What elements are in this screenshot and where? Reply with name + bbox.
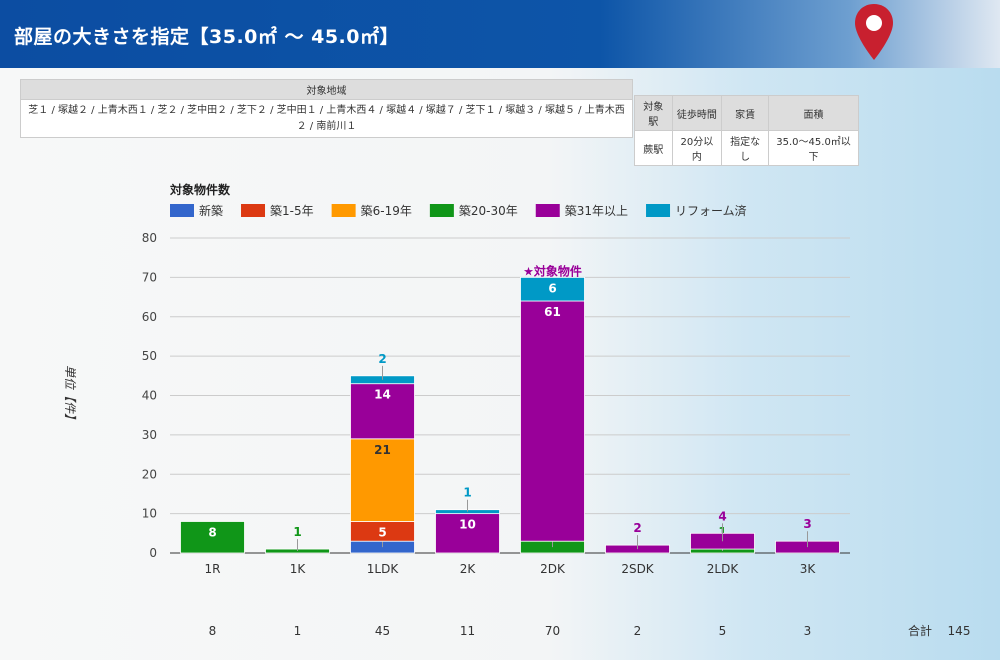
header: 部屋の大きさを指定【35.0㎡ 〜 45.0㎡】: [0, 0, 1000, 68]
data-label: 2: [378, 352, 386, 366]
bar-segment: [350, 383, 415, 440]
map-pin-icon: [855, 4, 893, 60]
x-tick-label: 1LDK: [367, 562, 400, 576]
area-value: 芝１ / 塚越２ / 上青木西１ / 芝２ / 芝中田２ / 芝下２ / 芝中田…: [20, 99, 633, 138]
legend-swatch: [646, 204, 671, 217]
data-label: 6: [548, 281, 556, 295]
bar-segment: [180, 521, 245, 554]
y-tick-label: 40: [142, 389, 157, 403]
total-label: 合計: [908, 623, 932, 638]
legend-label: リフォーム済: [675, 203, 747, 218]
area-header: 対象地域: [20, 79, 633, 100]
legend-swatch: [170, 204, 194, 217]
target-annotation: ★対象物件: [523, 263, 582, 278]
legend-label: 新築: [199, 203, 223, 218]
y-tick-label: 60: [142, 310, 157, 324]
data-label: 10: [459, 518, 476, 532]
station-value: 蕨駅: [634, 130, 673, 166]
rent-value: 指定なし: [721, 130, 770, 166]
x-tick-label: 2SDK: [621, 562, 654, 576]
chart-title: 対象物件数: [169, 182, 231, 197]
category-total: 45: [375, 624, 390, 638]
data-label: 14: [374, 388, 391, 402]
data-label: 4: [718, 509, 726, 523]
legend-label: 築1-5年: [270, 203, 314, 218]
rent-header: 家賃: [721, 95, 770, 131]
page-title: 部屋の大きさを指定【35.0㎡ 〜 45.0㎡】: [14, 26, 399, 48]
category-total: 2: [634, 624, 642, 638]
area-size-header: 面積: [768, 95, 859, 131]
data-label: 1: [463, 486, 471, 500]
legend-label: 築20-30年: [459, 203, 518, 218]
x-tick-label: 1K: [290, 562, 307, 576]
y-tick-label: 80: [142, 231, 157, 245]
data-label: 8: [208, 526, 216, 540]
legend-swatch: [535, 204, 560, 217]
area-table: 対象地域 芝１ / 塚越２ / 上青木西１ / 芝２ / 芝中田２ / 芝下２ …: [20, 79, 633, 138]
condition-table: 対象駅 徒歩時間 家賃 面積 蕨駅 20分以内 指定なし 35.0〜45.0㎡以…: [634, 95, 859, 166]
legend-swatch: [429, 204, 454, 217]
y-axis-label: 単位【件】: [63, 365, 77, 425]
y-tick-label: 50: [142, 349, 157, 363]
data-label: 5: [378, 526, 386, 540]
legend-label: 築6-19年: [361, 203, 412, 218]
category-total: 3: [804, 624, 812, 638]
x-tick-label: 2K: [460, 562, 477, 576]
grand-total: 145: [948, 624, 971, 638]
y-tick-label: 30: [142, 428, 157, 442]
category-total: 11: [460, 624, 475, 638]
bar-segment: [520, 300, 585, 542]
legend-label: 築31年以上: [565, 203, 628, 218]
data-label: 21: [374, 443, 391, 457]
walk-header: 徒歩時間: [671, 95, 723, 131]
y-tick-label: 70: [142, 270, 157, 284]
category-total: 8: [209, 624, 217, 638]
area-size-value: 35.0〜45.0㎡以下: [768, 130, 859, 166]
bar-segment: [520, 276, 585, 302]
x-tick-label: 2LDK: [707, 562, 740, 576]
data-label: 3: [803, 517, 811, 531]
y-tick-label: 20: [142, 467, 157, 481]
bar-segment: [435, 513, 500, 554]
x-tick-label: 3K: [800, 562, 817, 576]
category-total: 5: [719, 624, 727, 638]
data-label: 1: [293, 525, 301, 539]
category-total: 1: [294, 624, 302, 638]
legend-swatch: [331, 204, 356, 217]
station-header: 対象駅: [634, 95, 673, 131]
category-total: 70: [545, 624, 560, 638]
walk-value: 20分以内: [671, 130, 723, 166]
y-tick-label: 10: [142, 507, 157, 521]
legend-swatch: [241, 204, 266, 217]
y-tick-label: 0: [149, 546, 157, 560]
data-label: 2: [633, 521, 641, 535]
data-label: 61: [544, 305, 561, 319]
x-tick-label: 1R: [205, 562, 221, 576]
x-tick-label: 2DK: [540, 562, 566, 576]
